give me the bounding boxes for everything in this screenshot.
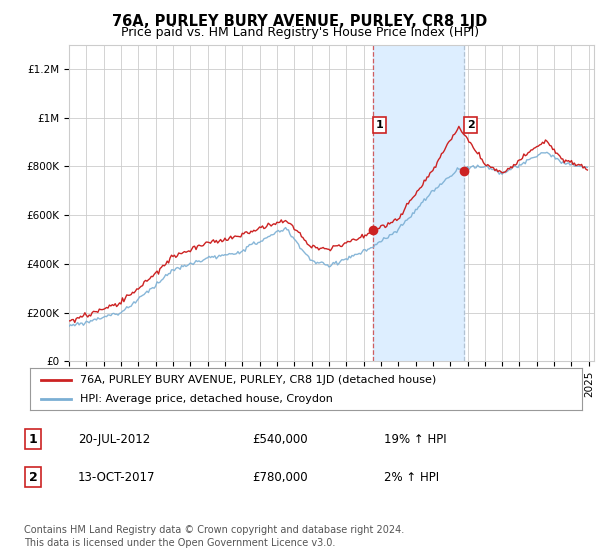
Text: £540,000: £540,000 xyxy=(252,432,308,446)
Text: 76A, PURLEY BURY AVENUE, PURLEY, CR8 1JD (detached house): 76A, PURLEY BURY AVENUE, PURLEY, CR8 1JD… xyxy=(80,375,436,385)
Text: £780,000: £780,000 xyxy=(252,470,308,484)
Text: 2: 2 xyxy=(467,120,475,130)
Text: 19% ↑ HPI: 19% ↑ HPI xyxy=(384,432,446,446)
Text: HPI: Average price, detached house, Croydon: HPI: Average price, detached house, Croy… xyxy=(80,394,332,404)
Text: Contains HM Land Registry data © Crown copyright and database right 2024.
This d: Contains HM Land Registry data © Crown c… xyxy=(24,525,404,548)
Text: 2: 2 xyxy=(29,470,37,484)
Text: 1: 1 xyxy=(29,432,37,446)
Text: Price paid vs. HM Land Registry's House Price Index (HPI): Price paid vs. HM Land Registry's House … xyxy=(121,26,479,39)
Text: 13-OCT-2017: 13-OCT-2017 xyxy=(78,470,155,484)
Text: 2% ↑ HPI: 2% ↑ HPI xyxy=(384,470,439,484)
Text: 1: 1 xyxy=(376,120,383,130)
Text: 20-JUL-2012: 20-JUL-2012 xyxy=(78,432,150,446)
Bar xyxy=(373,45,464,361)
Text: 76A, PURLEY BURY AVENUE, PURLEY, CR8 1JD: 76A, PURLEY BURY AVENUE, PURLEY, CR8 1JD xyxy=(112,14,488,29)
